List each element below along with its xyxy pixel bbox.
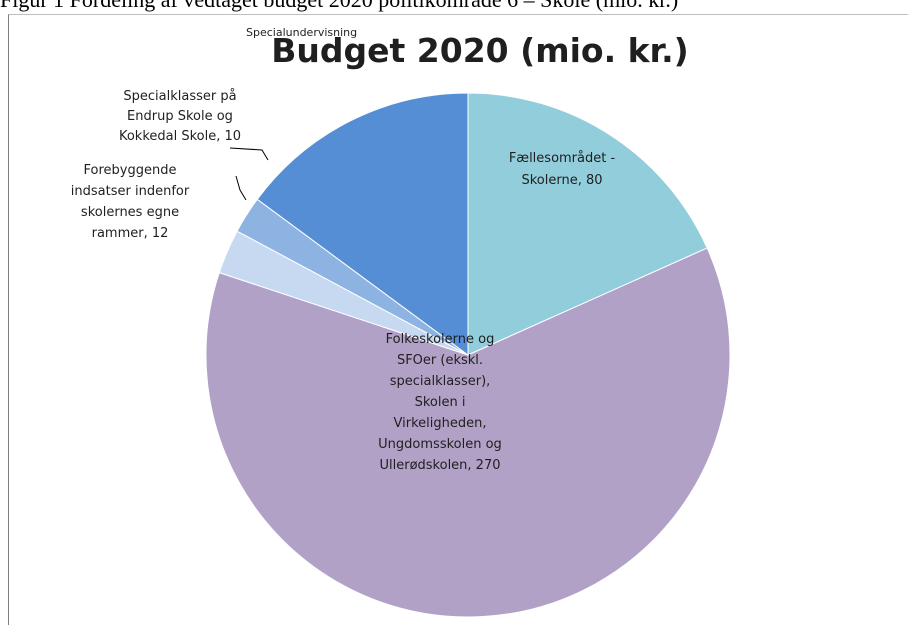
slice-label-line: Folkeskolerne og xyxy=(386,332,495,347)
leader-line-forebyggende xyxy=(235,175,247,201)
pie-slice-5 xyxy=(256,92,469,356)
slice-label-line: indsatser indenfor xyxy=(71,184,190,199)
slice-label-line: SFOer (ekskl. xyxy=(397,353,483,368)
slice-label-line: Endrup Skole og xyxy=(127,109,233,124)
slice-label-line: Skolerne, 80 xyxy=(521,173,602,188)
slice-label-line: specialklasser), xyxy=(390,374,491,389)
slice-label-line: Forebyggende xyxy=(84,163,177,178)
pie-slice-2 xyxy=(205,247,731,618)
slice-label-line: Ungdomsskolen og xyxy=(378,437,502,452)
slice-labels: Fællesområdet - Skolerne, 80 Folkeskolerne… xyxy=(71,89,616,473)
slice-label-line: Kokkedal Skole, 10 xyxy=(119,129,241,144)
slice-label-line: Fællesområdet - xyxy=(509,151,616,166)
leader-line-specialklasser xyxy=(229,147,269,161)
slice-label-1: Fællesområdet - Skolerne, 80 xyxy=(509,151,616,188)
figure-caption: Figur 1 Fordeling af vedtaget budget 202… xyxy=(0,0,922,14)
chart-title: Budget 2020 (mio. kr.) xyxy=(271,31,688,70)
slice-label-line: rammer, 12 xyxy=(92,226,169,241)
slice-label-line: Skolen i xyxy=(415,395,466,410)
slice-label-3: Forebyggende indsatser indenfor skolernes … xyxy=(71,163,190,241)
slice-label-4: Specialklasser på Endrup Skole og Kokkedal… xyxy=(119,89,241,144)
slice-label-2: Folkeskolerne og SFOer (ekskl. specialklas… xyxy=(378,332,502,473)
chart-frame xyxy=(8,14,908,625)
overlay-label-specialundervisning: Specialundervisning xyxy=(246,26,357,39)
pie-slices xyxy=(205,92,731,618)
slice-label-line: Ullerødskolen, 270 xyxy=(379,458,500,473)
slice-label-line: Virkeligheden, xyxy=(394,416,487,431)
slice-label-line: Specialklasser på xyxy=(123,89,236,104)
slice-label-line: skolernes egne xyxy=(81,205,179,220)
pie-slice-1 xyxy=(467,92,708,356)
leader-lines xyxy=(229,147,269,201)
